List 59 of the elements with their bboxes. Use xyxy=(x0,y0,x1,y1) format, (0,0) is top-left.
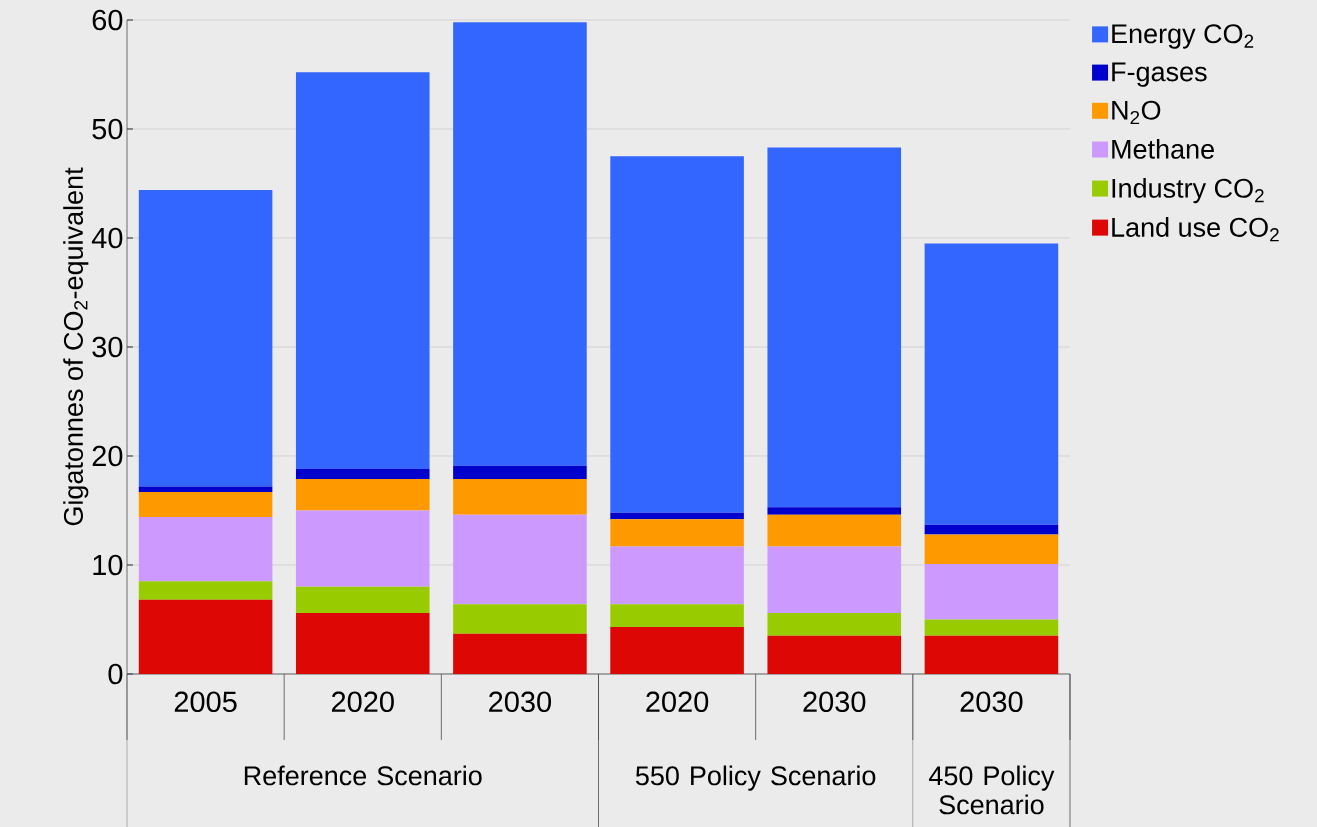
x-tick-label: 2030 xyxy=(960,691,1023,712)
y-axis-title: Gigatonnes of CO$_{2}$-equivalent xyxy=(63,167,89,526)
text: Reference Scenario xyxy=(244,765,482,786)
legend-label: Land use CO$_{2}$ xyxy=(1112,216,1279,242)
bar xyxy=(295,72,430,469)
text: 550 Policy Scenario xyxy=(635,765,876,791)
legend-label: Methane xyxy=(1112,138,1214,159)
x-tick-label: 2020 xyxy=(331,691,394,712)
bar xyxy=(295,510,430,587)
legend-label: F-gases xyxy=(1112,62,1207,87)
bar xyxy=(453,514,587,605)
text: 450 Policy Scenario xyxy=(929,765,1055,815)
bar xyxy=(453,633,587,674)
legend-label: Energy CO$_{2}$ xyxy=(1112,24,1254,49)
y-tick-label: 10 xyxy=(93,554,123,576)
bar xyxy=(610,604,744,627)
bar xyxy=(138,189,273,487)
bar xyxy=(138,581,273,600)
bar xyxy=(610,519,744,547)
bar xyxy=(924,534,1059,564)
x-tick-label: 2020 xyxy=(646,691,709,712)
bar xyxy=(295,468,430,479)
bar xyxy=(138,486,273,492)
bar xyxy=(610,626,744,674)
bar xyxy=(767,507,902,515)
bar xyxy=(767,546,902,613)
y-tick-label: 0 xyxy=(108,663,123,685)
bar xyxy=(138,599,273,674)
bar xyxy=(610,546,744,605)
bar xyxy=(453,465,587,479)
y-tick-label: 40 xyxy=(91,227,123,249)
bar xyxy=(924,635,1059,674)
bar xyxy=(924,524,1059,535)
bar xyxy=(453,21,587,466)
x-tick-label: 2030 xyxy=(489,691,552,712)
bar xyxy=(924,563,1059,620)
bar xyxy=(767,635,902,674)
bar xyxy=(767,514,902,547)
bar xyxy=(924,619,1059,636)
bar xyxy=(924,243,1059,525)
bar xyxy=(453,604,587,634)
legend-label: Industry CO$_{2}$ xyxy=(1112,177,1264,204)
bar xyxy=(453,478,587,515)
y-tick-label: 60 xyxy=(92,9,123,31)
bar xyxy=(767,612,902,636)
bar xyxy=(295,478,430,511)
bar xyxy=(610,512,744,520)
y-tick-label: 30 xyxy=(92,336,123,358)
y-tick-label: 50 xyxy=(92,118,123,140)
bar xyxy=(767,147,902,508)
x-tick-label: 2030 xyxy=(803,691,866,712)
bar xyxy=(138,516,273,582)
bar xyxy=(295,612,430,674)
bar xyxy=(610,156,744,513)
x-tick-label: 2005 xyxy=(174,691,237,712)
bar xyxy=(138,491,273,517)
y-tick-label: 20 xyxy=(92,445,123,467)
bar xyxy=(295,586,430,613)
legend-label: N$_{2}$O xyxy=(1112,100,1161,124)
